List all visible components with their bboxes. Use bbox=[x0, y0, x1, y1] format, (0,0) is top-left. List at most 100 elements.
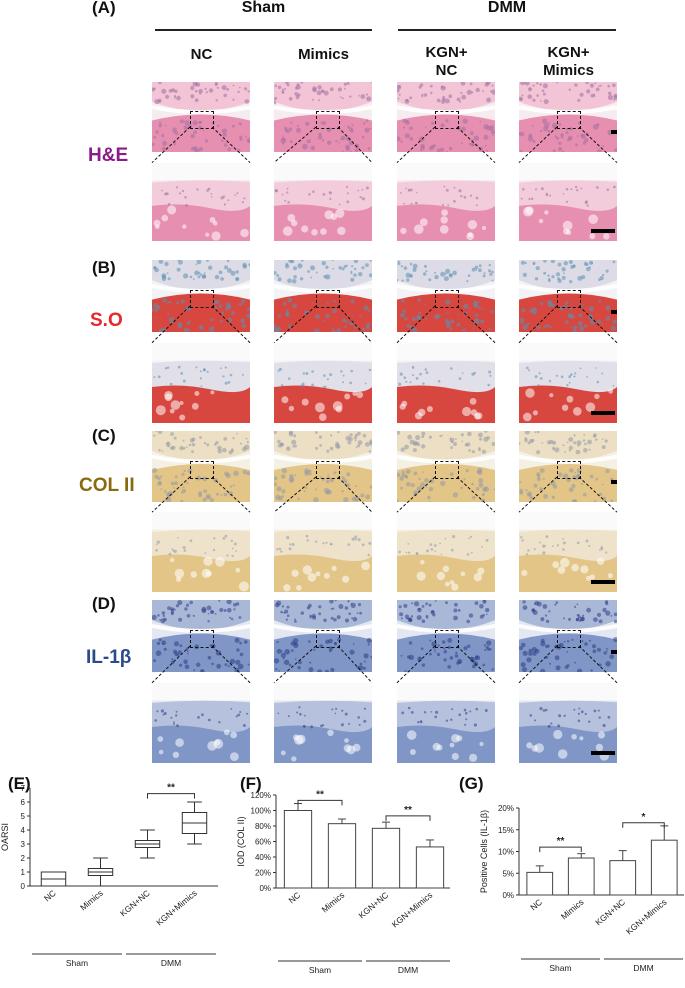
roi-box bbox=[190, 460, 214, 479]
y-tick-label: 3 bbox=[21, 840, 26, 849]
y-tick-label: 1 bbox=[21, 868, 26, 877]
roi-box bbox=[557, 460, 581, 479]
category-label: KGN+Mimics bbox=[390, 890, 435, 930]
zoom-guide-lines bbox=[396, 305, 496, 344]
significance-label: ** bbox=[404, 805, 412, 816]
y-axis-label: IOD (COL II) bbox=[236, 816, 246, 866]
zoom-guide-lines bbox=[518, 127, 618, 164]
y-tick-label: 60% bbox=[255, 838, 271, 847]
magnified-so-mimics bbox=[274, 343, 372, 423]
y-tick-label: 0% bbox=[502, 891, 514, 900]
stain-label-col2: COL II bbox=[79, 475, 135, 496]
y-axis-label: Positive Cells (IL-1β) bbox=[479, 810, 489, 893]
category-label: KGN+Mimics bbox=[624, 897, 669, 937]
y-tick-label: 80% bbox=[255, 822, 271, 831]
significance-label: ** bbox=[557, 836, 565, 847]
panel-letter-b: (B) bbox=[92, 258, 116, 277]
column-header-line1: NC bbox=[190, 46, 213, 63]
oarsi-box-chart: 0 1 2 3 4 5 6 7 OARSI ** NC Mimics KGN+NC KGN+Mimics S… bbox=[0, 783, 218, 968]
panel-letter-e: (E) bbox=[8, 774, 31, 793]
bar bbox=[283, 810, 313, 889]
roi-box bbox=[435, 290, 459, 309]
scale-bar bbox=[611, 130, 617, 134]
magnified-il1b-mimics bbox=[274, 683, 372, 763]
y-tick-label: 7 bbox=[21, 784, 26, 793]
y-tick-label: 0 bbox=[21, 882, 26, 891]
significance-bracket bbox=[539, 846, 582, 853]
zoom-guide-lines bbox=[518, 476, 618, 513]
roi-box bbox=[190, 290, 214, 309]
micrograph-he-kgn-mimics bbox=[519, 82, 617, 152]
scale-bar bbox=[591, 751, 615, 755]
magnified-col2-kgn-mimics bbox=[519, 512, 617, 592]
group-label: DMM bbox=[633, 963, 653, 973]
bar bbox=[526, 871, 554, 896]
stain-label-he: H&E bbox=[88, 145, 129, 166]
y-tick-label: 4 bbox=[21, 826, 26, 835]
roi-box bbox=[557, 290, 581, 309]
y-tick-label: 120% bbox=[251, 791, 271, 800]
magnified-so-kgn-nc bbox=[397, 343, 495, 423]
group-label: Sham bbox=[66, 958, 88, 968]
y-tick-label: 5% bbox=[502, 869, 514, 878]
micrograph-il1b-kgn-nc bbox=[397, 600, 495, 672]
column-header-line2: NC bbox=[435, 62, 458, 79]
magnified-he-kgn-mimics bbox=[519, 163, 617, 241]
panel-letter-a: (A) bbox=[92, 0, 116, 17]
micrograph-col2-kgn-nc bbox=[397, 431, 495, 502]
panel-letter-d: (D) bbox=[92, 594, 116, 613]
bar bbox=[415, 846, 445, 889]
column-header-nc: NC bbox=[153, 46, 250, 64]
panel-letter-g: (G) bbox=[459, 774, 484, 793]
roi-box bbox=[435, 630, 459, 649]
zoom-guide-lines bbox=[151, 645, 251, 684]
roi-box bbox=[316, 460, 340, 479]
column-header-line1: Mimics bbox=[298, 46, 349, 63]
y-tick-label: 2 bbox=[21, 854, 26, 863]
column-header-mimics: Mimics bbox=[275, 46, 372, 64]
scale-bar bbox=[591, 411, 615, 415]
category-label: KGN+NC bbox=[118, 888, 152, 919]
group-header-dmm: DMM bbox=[487, 0, 527, 16]
micrograph-so-kgn-nc bbox=[397, 260, 495, 332]
group-underline-sham bbox=[155, 29, 372, 31]
zoom-guide-lines bbox=[396, 476, 496, 513]
significance-label: ** bbox=[167, 783, 175, 794]
category-label: KGN+NC bbox=[357, 890, 391, 921]
column-header-kgn-mimics: KGN+ Mimics bbox=[520, 44, 617, 80]
magnified-he-kgn-nc bbox=[397, 163, 495, 241]
zoom-guide-lines bbox=[273, 476, 373, 513]
zoom-guide-lines bbox=[518, 305, 618, 344]
group-label: DMM bbox=[161, 958, 181, 968]
zoom-guide-lines bbox=[396, 127, 496, 164]
column-header-kgn-nc: KGN+ NC bbox=[398, 44, 495, 80]
column-header-line2: Mimics bbox=[543, 62, 594, 79]
magnified-col2-kgn-nc bbox=[397, 512, 495, 592]
y-tick-label: 20% bbox=[498, 804, 514, 813]
micrograph-il1b-mimics bbox=[274, 600, 372, 672]
magnified-col2-nc bbox=[152, 512, 250, 592]
zoom-guide-lines bbox=[151, 305, 251, 344]
micrograph-so-nc bbox=[152, 260, 250, 332]
panel-letter-f: (F) bbox=[240, 774, 262, 793]
zoom-guide-lines bbox=[151, 127, 251, 164]
magnified-il1b-kgn-nc bbox=[397, 683, 495, 763]
category-label: Mimics bbox=[320, 890, 347, 915]
category-label: NC bbox=[42, 888, 58, 904]
group-label: DMM bbox=[398, 965, 418, 975]
scale-bar bbox=[611, 650, 617, 654]
zoom-guide-lines bbox=[273, 127, 373, 164]
category-label: KGN+Mimics bbox=[154, 888, 199, 928]
bar bbox=[371, 827, 401, 889]
micrograph-col2-kgn-mimics bbox=[519, 431, 617, 502]
group-label: Sham bbox=[309, 965, 331, 975]
micrograph-col2-mimics bbox=[274, 431, 372, 502]
panel-letter-c: (C) bbox=[92, 426, 116, 445]
roi-box bbox=[316, 111, 340, 130]
stain-label-il1b: IL-1β bbox=[86, 647, 132, 668]
iod-col2-bar-chart: 0% 20% 40% 60% 80% 100% 120% IOD (COL II) ** ** NC… bbox=[236, 789, 450, 975]
magnified-col2-mimics bbox=[274, 512, 372, 592]
roi-box bbox=[190, 630, 214, 649]
stain-label-so: S.O bbox=[90, 310, 123, 331]
group-underline-dmm bbox=[398, 29, 616, 31]
